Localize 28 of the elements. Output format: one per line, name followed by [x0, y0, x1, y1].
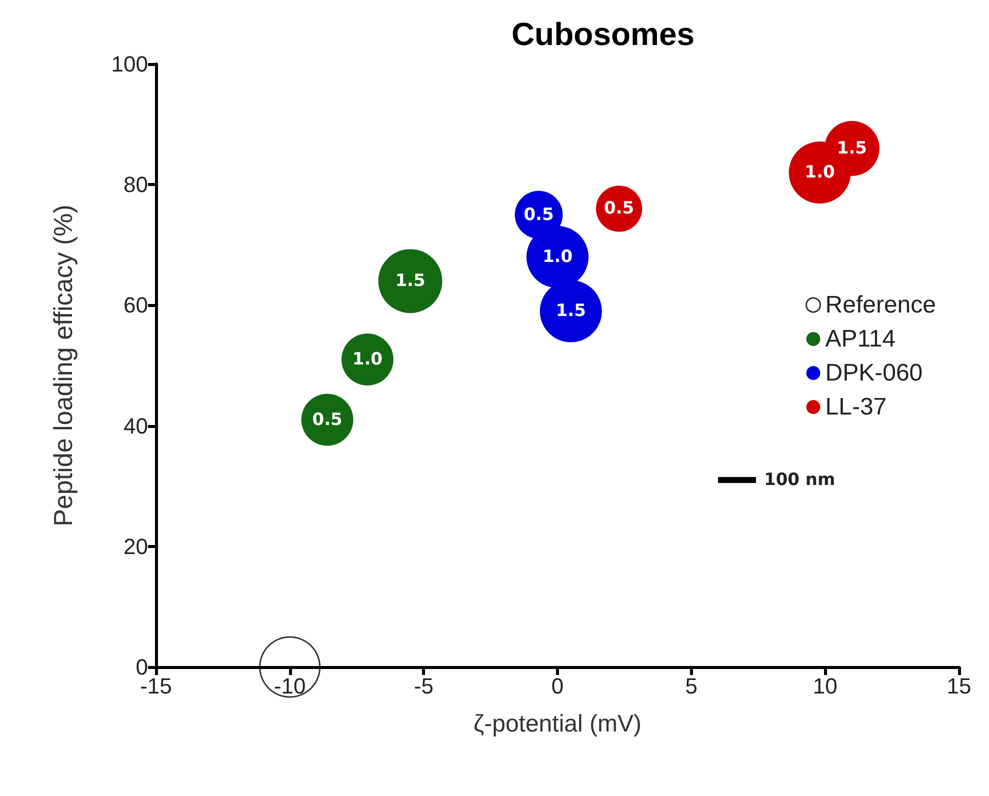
- x-axis-title: ζ-potential (mV): [474, 710, 642, 738]
- x-tick-label: -5: [414, 674, 434, 698]
- y-axis-title: Peptide loading efficacy (%): [48, 204, 78, 526]
- annotation: 1.0: [542, 246, 573, 267]
- annotation: 1.0: [804, 162, 836, 183]
- annotation: 100 nm: [764, 470, 836, 490]
- x-tick-label: 10: [812, 674, 838, 698]
- legend-label: AP114: [825, 326, 896, 352]
- y-tick-label: 80: [124, 172, 148, 198]
- annotation: 1.5: [556, 301, 586, 322]
- x-tick-label: -10: [274, 674, 306, 698]
- legend-label: Reference: [825, 292, 936, 318]
- y-tick-label: 20: [124, 534, 148, 559]
- y-tick-label: 100: [111, 52, 148, 76]
- y-tick-label: 40: [124, 413, 148, 438]
- annotation: 0.5: [524, 204, 554, 225]
- annotation: 1.5: [836, 138, 867, 158]
- annotation: 1.5: [395, 271, 426, 292]
- x-tick-label: 5: [685, 674, 698, 698]
- annotation: 0.5: [604, 198, 634, 219]
- x-tick-label: 15: [946, 674, 972, 698]
- x-tick-label: 0: [551, 674, 564, 698]
- annotation: 1.0: [352, 349, 383, 370]
- legend-label: LL-37: [825, 394, 887, 420]
- legend-label: DPK-060: [825, 360, 923, 386]
- chart-title: Cubosomes: [511, 16, 695, 52]
- annotation: 0.5: [312, 410, 342, 430]
- y-tick-label: 60: [124, 292, 148, 318]
